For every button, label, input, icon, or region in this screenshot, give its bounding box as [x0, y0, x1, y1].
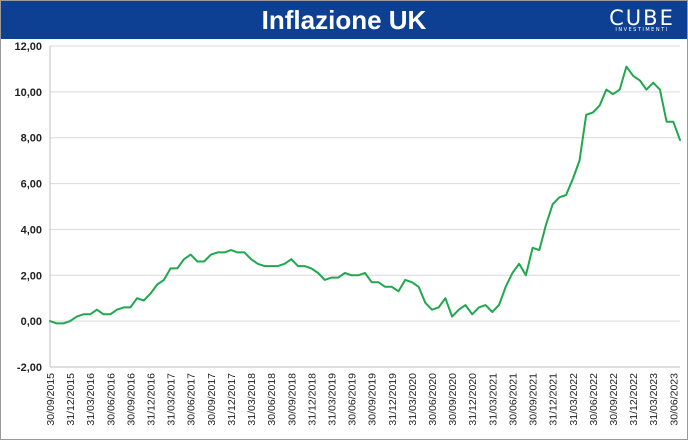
y-tick-label: -2,00 [17, 362, 42, 374]
x-tick-label: 31/03/2022 [568, 373, 580, 426]
x-axis-ticks: 30/09/2015 31/12/2015 31/03/2016 30/06/2016… [45, 373, 680, 426]
y-tick-label: 10,00 [14, 87, 42, 99]
x-tick-label: 30/06/2018 [266, 373, 278, 426]
series-line-inflation [49, 65, 681, 325]
x-tick-label: 30/06/2019 [347, 373, 359, 426]
chart-title: Inflazione UK [261, 5, 427, 35]
x-tick-label: 30/06/2020 [427, 373, 439, 426]
x-tick-label: 31/03/2020 [407, 373, 419, 426]
x-tick-label: 31/12/2022 [628, 373, 640, 426]
x-tick-label: 30/09/2019 [367, 373, 379, 426]
y-tick-label: 4,00 [21, 224, 42, 236]
x-tick-label: 30/09/2017 [206, 373, 218, 426]
x-tick-label: 31/12/2019 [387, 373, 399, 426]
y-tick-label: 2,00 [21, 270, 42, 282]
x-tick-label: 31/03/2023 [648, 373, 660, 426]
x-tick-label: 30/09/2018 [286, 373, 298, 426]
y-axis-ticks: -2,00 0,00 2,00 4,00 6,00 8,00 10,00 12,00 [14, 41, 42, 374]
cube-logo: CUBE INVESTIMENTI [601, 7, 683, 35]
y-tick-label: 6,00 [21, 179, 42, 191]
x-tick-label: 30/09/2015 [45, 373, 57, 426]
logo-subtitle: INVESTIMENTI [615, 27, 669, 33]
y-tick-label: 8,00 [21, 133, 42, 145]
x-tick-label: 30/06/2021 [507, 373, 519, 426]
x-tick-label: 31/03/2021 [487, 373, 499, 426]
axes [49, 46, 680, 368]
x-tick-label: 30/06/2017 [186, 373, 198, 426]
x-tick-label: 31/03/2017 [166, 373, 178, 426]
x-tick-label: 30/06/2023 [668, 373, 680, 426]
x-tick-label: 31/12/2021 [548, 373, 560, 426]
x-tick-label: 30/09/2022 [608, 373, 620, 426]
x-tick-label: 31/12/2020 [467, 373, 479, 426]
title-banner: Inflazione UK CUBE INVESTIMENTI [1, 1, 687, 39]
gridlines [50, 45, 680, 368]
x-tick-label: 31/12/2017 [226, 373, 238, 426]
x-tick-label: 30/09/2021 [528, 373, 540, 426]
x-tick-label: 31/12/2015 [65, 373, 77, 426]
x-tick-label: 31/03/2016 [85, 373, 97, 426]
series [49, 65, 681, 325]
logo-wordmark: CUBE [609, 6, 675, 30]
x-tick-label: 31/12/2018 [306, 373, 318, 426]
x-tick-label: 31/03/2019 [326, 373, 338, 426]
y-tick-label: 0,00 [21, 316, 42, 328]
x-tick-label: 30/09/2016 [125, 373, 137, 426]
x-tick-label: 30/06/2016 [105, 373, 117, 426]
x-tick-label: 31/12/2016 [146, 373, 158, 426]
x-tick-label: 30/09/2020 [447, 373, 459, 426]
x-tick-label: 31/03/2018 [246, 373, 258, 426]
y-tick-label: 12,00 [14, 41, 42, 53]
x-tick-label: 30/06/2022 [588, 373, 600, 426]
